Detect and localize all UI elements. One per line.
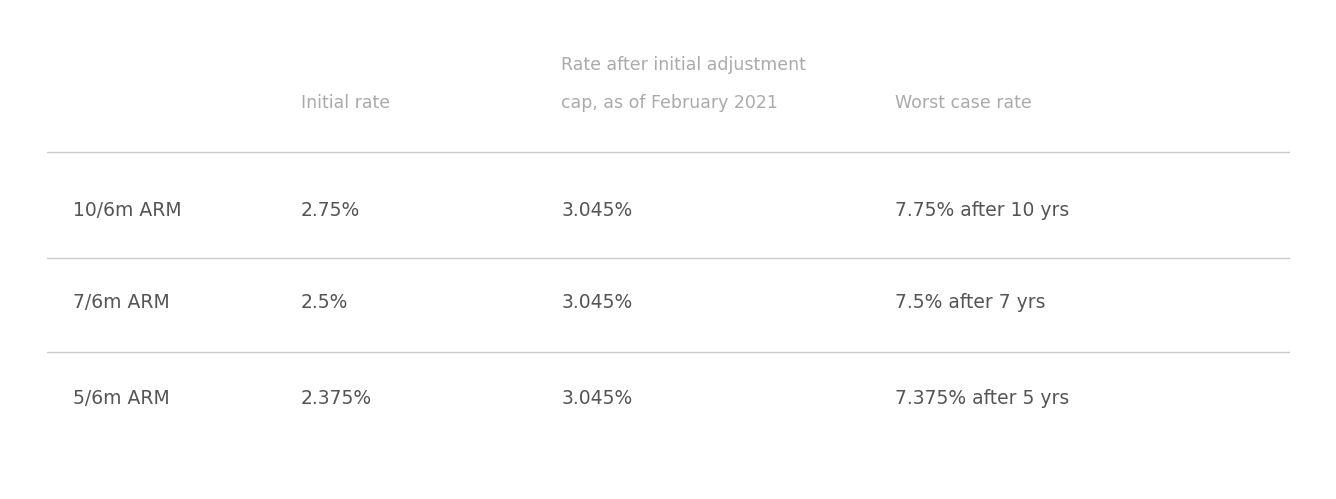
- Text: Rate after initial adjustment: Rate after initial adjustment: [561, 56, 806, 74]
- Text: Worst case rate: Worst case rate: [895, 94, 1031, 112]
- Text: 7.375% after 5 yrs: 7.375% after 5 yrs: [895, 389, 1069, 408]
- Text: 10/6m ARM: 10/6m ARM: [73, 201, 182, 220]
- Text: 2.375%: 2.375%: [301, 389, 371, 408]
- Text: 5/6m ARM: 5/6m ARM: [73, 389, 170, 408]
- Text: 2.75%: 2.75%: [301, 201, 359, 220]
- Text: 2.5%: 2.5%: [301, 292, 347, 311]
- Text: 3.045%: 3.045%: [561, 389, 632, 408]
- Text: 3.045%: 3.045%: [561, 292, 632, 311]
- Text: cap, as of February 2021: cap, as of February 2021: [561, 94, 778, 112]
- Text: 7.5% after 7 yrs: 7.5% after 7 yrs: [895, 292, 1046, 311]
- Text: 7/6m ARM: 7/6m ARM: [73, 292, 170, 311]
- Text: Initial rate: Initial rate: [301, 94, 390, 112]
- Text: 7.75% after 10 yrs: 7.75% after 10 yrs: [895, 201, 1069, 220]
- Text: 3.045%: 3.045%: [561, 201, 632, 220]
